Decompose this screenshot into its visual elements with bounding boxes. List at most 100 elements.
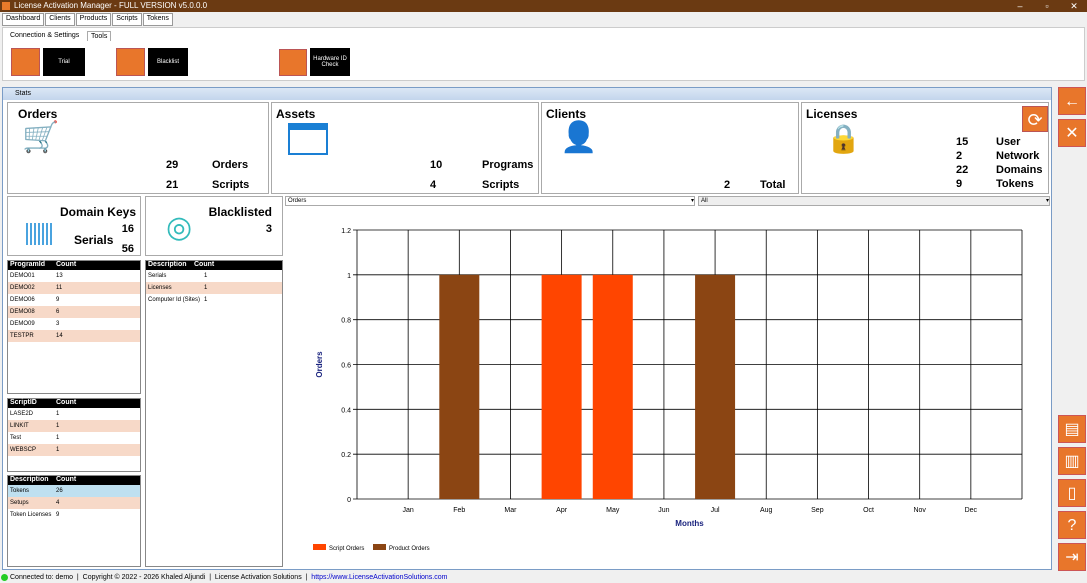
website-link[interactable]: https://www.LicenseActivationSolutions.c… — [311, 574, 448, 581]
table-row[interactable]: Licenses 1 — [146, 282, 282, 294]
table-row[interactable]: LINKIT 1 — [8, 420, 140, 432]
document-icon[interactable]: ▯ — [1058, 479, 1086, 507]
connection-status-icon — [1, 574, 8, 581]
table-row[interactable]: Tokens 26 — [8, 485, 140, 497]
chart-type-value: Orders — [288, 198, 307, 204]
legend-label: Product Orders — [389, 546, 430, 552]
legend-swatch — [313, 544, 326, 550]
tab-scripts[interactable]: Scripts — [112, 13, 142, 26]
table-row[interactable]: DEMO06 9 — [8, 294, 140, 306]
table-row[interactable]: Setups 4 — [8, 497, 140, 509]
scripts-label: Scripts — [212, 179, 250, 191]
column-header[interactable]: Count — [56, 399, 77, 406]
table-row[interactable]: LASE2D 1 — [8, 408, 140, 420]
minimize-button[interactable]: – — [1017, 1, 1023, 11]
close-panel-button[interactable]: ✕ — [1058, 119, 1086, 147]
table-row[interactable]: DEMO02 11 — [8, 282, 140, 294]
programs-grid: ProgramId Count DEMO01 13 DEMO02 11 DEMO06 9 DEM… — [7, 260, 141, 394]
bar-script-orders[interactable] — [592, 274, 633, 499]
table-row[interactable]: DEMO09 3 — [8, 318, 140, 330]
scripts-grid: ScriptID Count LASE2D 1 LINKIT 1 Test 1 WEBSCP 1 — [7, 398, 141, 472]
grid-header: Description Count — [146, 261, 282, 270]
orders-title: Orders — [18, 107, 58, 121]
table-cell: 14 — [56, 333, 63, 339]
status-text: Connected to: demo | Copyright © 2022 - … — [10, 574, 312, 581]
list-icon[interactable] — [116, 48, 145, 76]
ribbon-tab-tools[interactable]: Tools — [87, 31, 112, 41]
chart-type-select[interactable]: Orders ▾ — [285, 196, 695, 206]
orders-card: Orders 🛒 29 Orders 21 Scripts — [7, 102, 269, 194]
computer-icon[interactable] — [279, 49, 307, 76]
window-icon — [288, 123, 328, 155]
table-cell: Test — [10, 435, 22, 441]
table-row[interactable]: Token Licenses 9 — [8, 509, 140, 521]
table-cell: 9 — [56, 297, 60, 303]
chart-icon[interactable]: ▥ — [1058, 447, 1086, 475]
column-header[interactable]: Description — [148, 261, 187, 268]
column-header[interactable]: Count — [56, 261, 77, 268]
x-tick-label: Oct — [863, 507, 874, 514]
table-cell: Computer Id (Sites) — [148, 297, 201, 303]
table-row[interactable]: Computer Id (Sites) 1 — [146, 294, 282, 306]
table-cell: 1 — [204, 273, 208, 279]
assets-card: Assets 10 Programs 4 Scripts — [271, 102, 539, 194]
help-icon[interactable]: ? — [1058, 511, 1086, 539]
stats-title-bar: Stats — [3, 88, 1051, 100]
tab-dashboard[interactable]: Dashboard — [2, 13, 45, 26]
licenses-card: Licenses 🔒 15 2 22 9 User Network Domains Toke… — [801, 102, 1049, 194]
maximize-button[interactable]: ▫ — [1045, 1, 1049, 11]
filter-select[interactable]: All ▾ — [698, 196, 1050, 206]
clients-title: Clients — [546, 107, 587, 121]
report-icon[interactable]: ▤ — [1058, 415, 1086, 443]
table-cell: Licenses — [148, 285, 172, 291]
programs-label: Programs — [482, 159, 534, 171]
bar-product-orders[interactable] — [439, 274, 480, 499]
table-row[interactable]: DEMO01 13 — [8, 270, 140, 282]
table-row[interactable]: DEMO08 6 — [8, 306, 140, 318]
bar-script-orders[interactable] — [541, 274, 582, 499]
blacklist-button[interactable]: Blacklist — [148, 48, 188, 76]
tab-clients[interactable]: Clients — [45, 13, 75, 26]
app-icon — [2, 2, 10, 10]
ribbon-tab-connection[interactable]: Connection & Settings — [10, 32, 80, 39]
table-cell: 11 — [56, 285, 63, 291]
x-tick-label: Nov — [913, 507, 926, 514]
table-cell: DEMO02 — [10, 285, 35, 291]
title-bar: License Activation Manager - FULL VERSIO… — [0, 0, 1087, 12]
table-cell: 1 — [204, 285, 208, 291]
table-cell: DEMO01 — [10, 273, 35, 279]
bar-product-orders[interactable] — [695, 274, 736, 499]
column-header[interactable]: Description — [10, 476, 49, 483]
main-tabs: Dashboard Clients Products Scripts Token… — [2, 13, 174, 26]
tab-products[interactable]: Products — [75, 13, 112, 26]
target-icon[interactable] — [11, 48, 40, 76]
close-button[interactable]: ✕ — [1070, 1, 1078, 11]
table-cell: TESTPR — [10, 333, 34, 339]
column-header[interactable]: ProgramId — [10, 261, 46, 268]
fingerprint-icon: ◎ — [166, 211, 193, 244]
x-tick-label: Jul — [711, 507, 720, 514]
table-row[interactable]: WEBSCP 1 — [8, 444, 140, 456]
refresh-button[interactable]: ⟳ — [1022, 106, 1048, 132]
exit-icon[interactable]: ⇥ — [1058, 543, 1086, 571]
table-cell: Setups — [10, 500, 29, 506]
column-header[interactable]: ScriptID — [10, 399, 37, 406]
table-row[interactable]: Test 1 — [8, 432, 140, 444]
table-row[interactable]: Serials 1 — [146, 270, 282, 282]
stats-window: Stats Orders 🛒 29 Orders 21 Scripts Asse… — [2, 87, 1052, 570]
trial-button[interactable]: Trial — [43, 48, 85, 76]
blacklisted-count: 3 — [265, 223, 272, 235]
column-header[interactable]: Count — [56, 476, 77, 483]
column-header[interactable]: Count — [194, 261, 215, 268]
network-count: 2 — [956, 150, 963, 162]
table-cell: DEMO06 — [10, 297, 35, 303]
programs-count: 10 — [430, 159, 443, 171]
x-tick-label: Jun — [658, 507, 669, 514]
x-tick-label: Mar — [504, 507, 517, 514]
x-tick-label: Feb — [453, 507, 465, 514]
back-button[interactable]: ← — [1058, 87, 1086, 115]
tab-tokens[interactable]: Tokens — [142, 13, 173, 26]
domains-label: Domains — [996, 164, 1043, 176]
table-row[interactable]: TESTPR 14 — [8, 330, 140, 342]
hardware-id-check-button[interactable]: Hardware ID Check — [310, 48, 350, 76]
